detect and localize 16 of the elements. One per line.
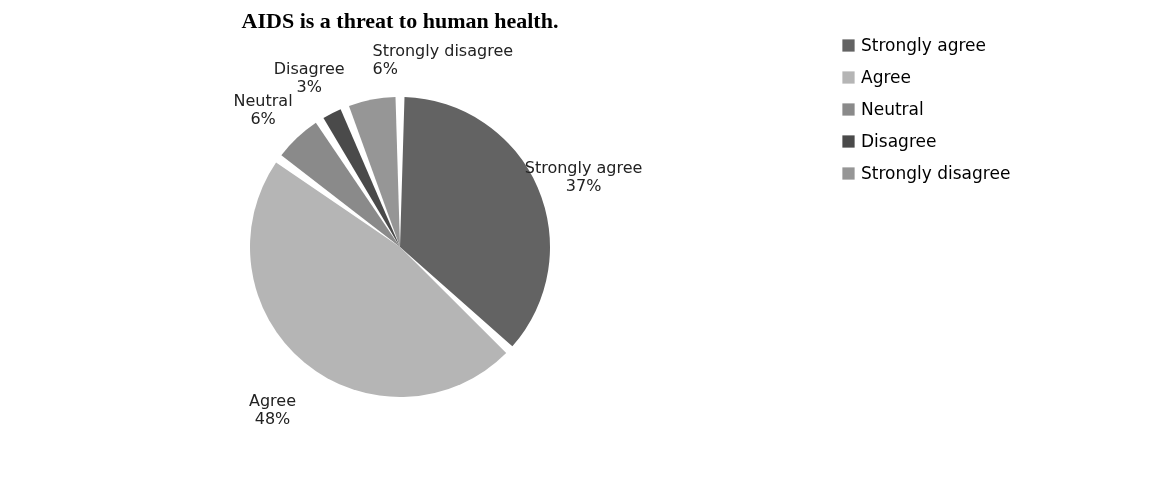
data-label: 3%	[296, 76, 322, 96]
slice-label: Neutral	[233, 91, 293, 111]
chart-title: AIDS is a threat to human health.	[241, 8, 559, 33]
slice-label: Strongly disagree	[372, 40, 514, 60]
slice-label: Disagree	[273, 58, 345, 78]
data-label: 6%	[250, 109, 276, 129]
legend-label: Strongly disagree	[861, 162, 1011, 183]
data-label: 37%	[565, 175, 602, 195]
data-label: 48%	[254, 409, 291, 429]
legend-label: Strongly agree	[861, 34, 986, 55]
slice-label: Strongly agree	[524, 157, 643, 177]
slice-label: Agree	[249, 391, 297, 411]
legend-label: Neutral	[861, 98, 924, 119]
legend-label: Disagree	[861, 130, 937, 151]
data-label: 6%	[372, 58, 398, 78]
legend-label: Agree	[861, 66, 911, 87]
